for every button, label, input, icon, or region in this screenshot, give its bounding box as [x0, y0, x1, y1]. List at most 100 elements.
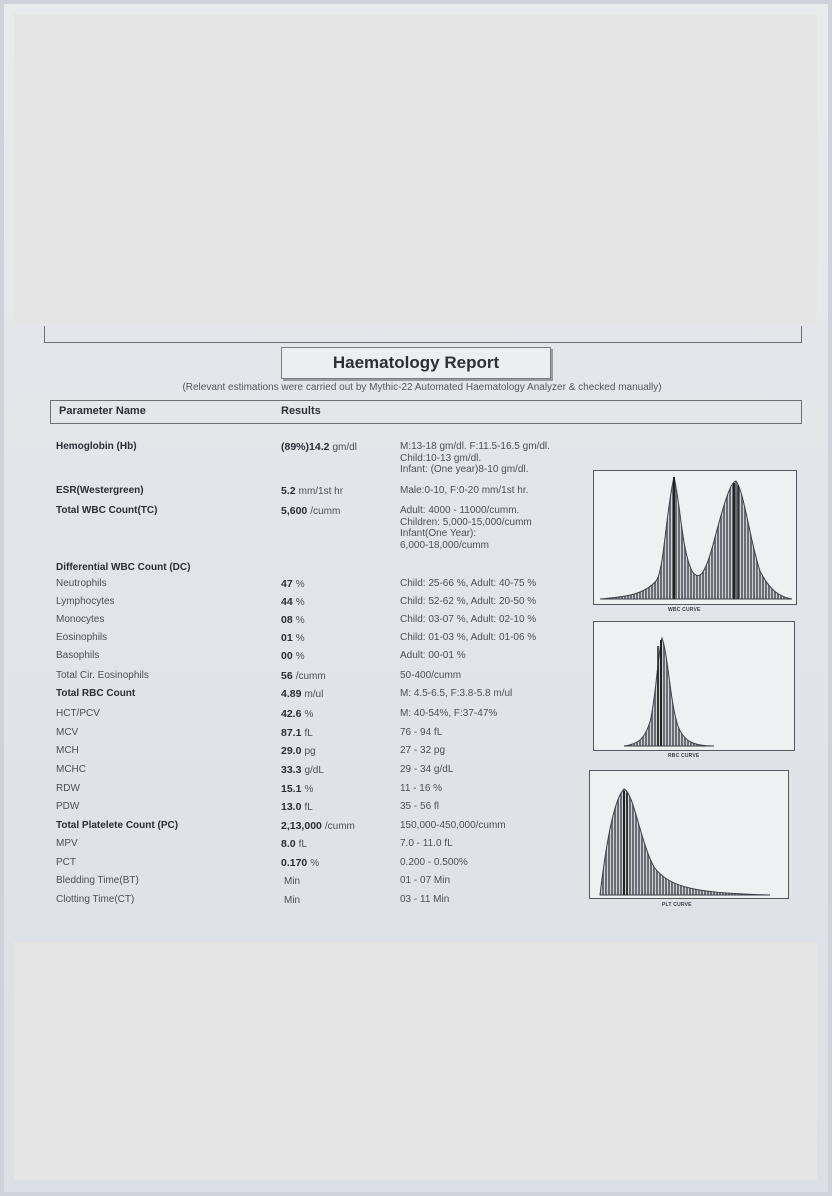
result-unit: % [295, 597, 305, 608]
result-number: (89%)14.2 [281, 441, 330, 453]
result-unit: fL [304, 728, 313, 739]
redacted-header-area [14, 14, 817, 326]
result-unit: /cumm [310, 506, 341, 517]
reference-range: 35 - 56 fl [400, 801, 439, 813]
parameter-name: Bledding Time(BT) [56, 875, 139, 886]
result-number: 8.0 [281, 838, 296, 850]
reference-line: Adult: 4000 - 11000/cumm. [400, 505, 520, 516]
reference-line: Infant(One Year): [400, 528, 477, 539]
reference-range: 50-400/cumm [400, 670, 461, 682]
parameter-name: PDW [56, 801, 80, 812]
result-unit: g/dL [304, 765, 324, 776]
rbc-curve-label: RBC CURVE [668, 753, 700, 759]
parameter-name: ESR(Westergreen) [56, 485, 144, 496]
parameter-name: Monocytes [56, 614, 105, 625]
result-value: 47% [281, 578, 305, 590]
reference-line: Child: 03-07 %, Adult: 02-10 % [400, 614, 537, 625]
column-parameter-name: Parameter Name [59, 405, 146, 417]
parameter-name: MPV [56, 838, 78, 849]
result-number: 08 [281, 614, 293, 626]
parameter-name: MCH [56, 745, 79, 756]
result-unit: fL [304, 802, 313, 813]
result-number: 56 [281, 670, 293, 682]
result-value: 0.170% [281, 857, 319, 869]
result-value: 01% [281, 632, 305, 644]
reference-line: 0.200 - 0.500% [400, 857, 468, 868]
reference-line: Child: 25-66 %, Adult: 40-75 % [400, 578, 537, 589]
reference-line: 27 - 32 pg [400, 745, 446, 756]
result-number: 15.1 [281, 783, 302, 795]
reference-line: M:13-18 gm/dl. F:11.5-16.5 gm/dl. [400, 441, 550, 452]
reference-range: 150,000-450,000/cumm [400, 820, 506, 832]
result-unit: fL [298, 839, 307, 850]
result-value: (89%)14.2 gm/dl [281, 441, 357, 453]
result-value: 13.0 fL [281, 801, 313, 813]
reference-range: M: 4.5-6.5, F:3.8-5.8 m/ul [400, 688, 512, 700]
reference-line: 01 - 07 Min [400, 875, 451, 886]
result-number: 5,600 [281, 505, 308, 517]
reference-range: Child: 25-66 %, Adult: 40-75 % [400, 578, 536, 590]
result-unit: % [304, 784, 314, 795]
parameter-name: Lymphocytes [56, 596, 115, 607]
result-number: 87.1 [281, 727, 302, 739]
reference-line: 29 - 34 g/dL [400, 764, 454, 775]
rbc-curve-box: RBC CURVE [593, 621, 795, 759]
report-subtitle: (Relevant estimations were carried out b… [182, 382, 662, 393]
result-number: 00 [281, 650, 293, 662]
reference-range: 29 - 34 g/dL [400, 764, 453, 776]
result-value: 5.2 mm/1st hr [281, 485, 343, 497]
redacted-footer-area [14, 942, 817, 1180]
header-frame [44, 316, 802, 343]
reference-line: Infant: (One year)8-10 gm/dl. [400, 464, 529, 475]
result-value: 44% [281, 596, 305, 608]
parameter-name: MCHC [56, 764, 86, 775]
reference-range: 01 - 07 Min [400, 875, 450, 887]
result-number: 2,13,000 [281, 820, 322, 832]
reference-range: Child: 52-62 %, Adult: 20-50 % [400, 596, 536, 608]
result-unit: m/ul [304, 689, 324, 700]
reference-range: Male:0-10, F:0-20 mm/1st hr. [400, 485, 528, 497]
parameter-name: Total Cir. Eosinophils [56, 670, 149, 681]
result-number: 13.0 [281, 801, 302, 813]
parameter-name: Hemoglobin (Hb) [56, 441, 137, 452]
result-value: 00% [281, 650, 305, 662]
result-unit: % [295, 633, 305, 644]
result-unit: Min [284, 876, 301, 887]
result-number: 47 [281, 578, 293, 590]
reference-line: Child:10-13 gm/dl. [400, 452, 482, 464]
reference-line: 35 - 56 fl [400, 801, 439, 812]
reference-range: 03 - 11 Min [400, 894, 449, 906]
parameter-name: RDW [56, 783, 80, 794]
parameter-name: Eosinophils [56, 632, 108, 643]
result-value: 5,600/cumm [281, 505, 340, 517]
reference-line: 6,000-18,000/cumm [400, 539, 489, 551]
result-number: 33.3 [281, 764, 302, 776]
result-value: 42.6% [281, 708, 313, 720]
reference-range: Child: 01-03 %, Adult: 01-06 % [400, 632, 536, 644]
result-unit: gm/dl [332, 442, 357, 453]
reference-line: 7.0 - 11.0 fL [400, 838, 453, 849]
reference-line: 50-400/cumm [400, 670, 462, 681]
reference-range: Child: 03-07 %, Adult: 02-10 % [400, 614, 536, 626]
result-value: 29.0 pg [281, 745, 316, 757]
column-results: Results [281, 405, 321, 417]
result-unit: /cumm [324, 821, 355, 832]
parameter-name: Total Platelete Count (PC) [56, 820, 179, 831]
plt-curve-label: PLT CURVE [662, 902, 692, 908]
result-value: 8.0 fL [281, 838, 307, 850]
reference-line: 11 - 16 % [400, 783, 443, 794]
parameter-name: Clotting Time(CT) [56, 894, 135, 905]
result-value: 2,13,000/cumm [281, 820, 355, 832]
result-unit: /cumm [295, 671, 326, 682]
parameter-name: Differential WBC Count (DC) [56, 562, 191, 573]
column-header: Parameter Name Results [50, 400, 802, 424]
parameter-name: Basophils [56, 650, 100, 661]
parameter-name: PCT [56, 857, 76, 868]
result-number: 29.0 [281, 745, 302, 757]
reference-range: 11 - 16 % [400, 783, 442, 795]
result-value: 08% [281, 614, 305, 626]
result-value: 15.1% [281, 783, 313, 795]
result-number: 5.2 [281, 485, 296, 497]
result-unit: mm/1st hr [298, 486, 344, 497]
parameter-name: HCT/PCV [56, 708, 100, 719]
